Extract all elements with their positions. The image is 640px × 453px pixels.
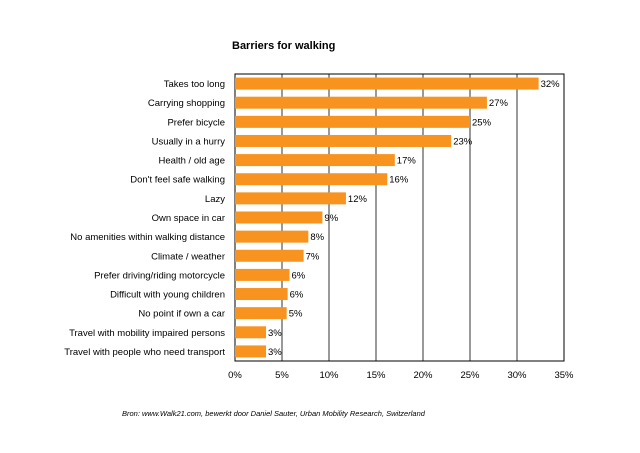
bar [235, 173, 388, 186]
category-label: Carrying shopping [148, 98, 225, 109]
value-label: 6% [292, 270, 306, 281]
source-note: Bron: www.Walk21.com, bewerkt door Danie… [122, 409, 426, 418]
bar [235, 134, 452, 147]
bar [235, 230, 309, 243]
category-label: Prefer bicycle [167, 117, 225, 128]
chart-title: Barriers for walking [232, 40, 335, 52]
value-label: 6% [290, 290, 304, 301]
category-label: No amenities within walking distance [70, 232, 225, 243]
x-tick-label: 30% [507, 370, 527, 381]
x-tick-label: 35% [554, 370, 574, 381]
bar [235, 154, 395, 167]
bar [235, 115, 470, 128]
category-label: Difficult with young children [110, 290, 225, 301]
x-tick-label: 15% [366, 370, 386, 381]
category-label: Prefer driving/riding motorcycle [94, 270, 225, 281]
value-label: 32% [541, 79, 561, 90]
category-labels: Takes too long Carrying shopping Prefer bi… [64, 79, 225, 358]
bar [235, 307, 287, 320]
category-label: Climate / weather [151, 251, 225, 262]
bar [235, 211, 323, 224]
value-label: 3% [268, 347, 282, 358]
category-label: No point if own a car [138, 309, 225, 320]
value-label: 8% [310, 232, 324, 243]
bar [235, 288, 288, 301]
value-label: 9% [324, 213, 338, 224]
category-label: Travel with mobility impaired persons [69, 328, 225, 339]
x-tick-label: 10% [319, 370, 339, 381]
value-label: 25% [472, 117, 492, 128]
value-label: 12% [348, 194, 368, 205]
bar [235, 326, 267, 339]
bars [235, 77, 539, 358]
bar [235, 268, 290, 281]
value-label: 7% [306, 251, 320, 262]
category-label: Health / old age [158, 156, 225, 167]
x-tick-label: 20% [413, 370, 433, 381]
category-label: Lazy [205, 194, 225, 205]
bar [235, 249, 304, 262]
x-tick-label: 5% [275, 370, 289, 381]
category-label: Takes too long [164, 79, 225, 90]
value-label: 3% [268, 328, 282, 339]
bar [235, 77, 539, 90]
value-labels: 32%27%25%23%17%16%12%9%8%7%6%6%5%3%3% [268, 79, 560, 358]
bar [235, 345, 267, 358]
value-label: 27% [489, 98, 509, 109]
value-label: 5% [289, 309, 303, 320]
category-label: Don't feel safe walking [130, 175, 225, 186]
category-label: Usually in a hurry [152, 136, 226, 147]
x-tick-labels: 0% 5% 10% 15% 20% 25% 30% 35% [228, 370, 574, 381]
value-label: 23% [453, 136, 473, 147]
bar [235, 96, 487, 109]
value-label: 17% [397, 156, 417, 167]
x-tick-label: 0% [228, 370, 242, 381]
x-tick-label: 25% [460, 370, 480, 381]
category-label: Travel with people who need transport [64, 347, 225, 358]
bar [235, 192, 346, 205]
value-label: 16% [389, 175, 409, 186]
category-label: Own space in car [152, 213, 225, 224]
